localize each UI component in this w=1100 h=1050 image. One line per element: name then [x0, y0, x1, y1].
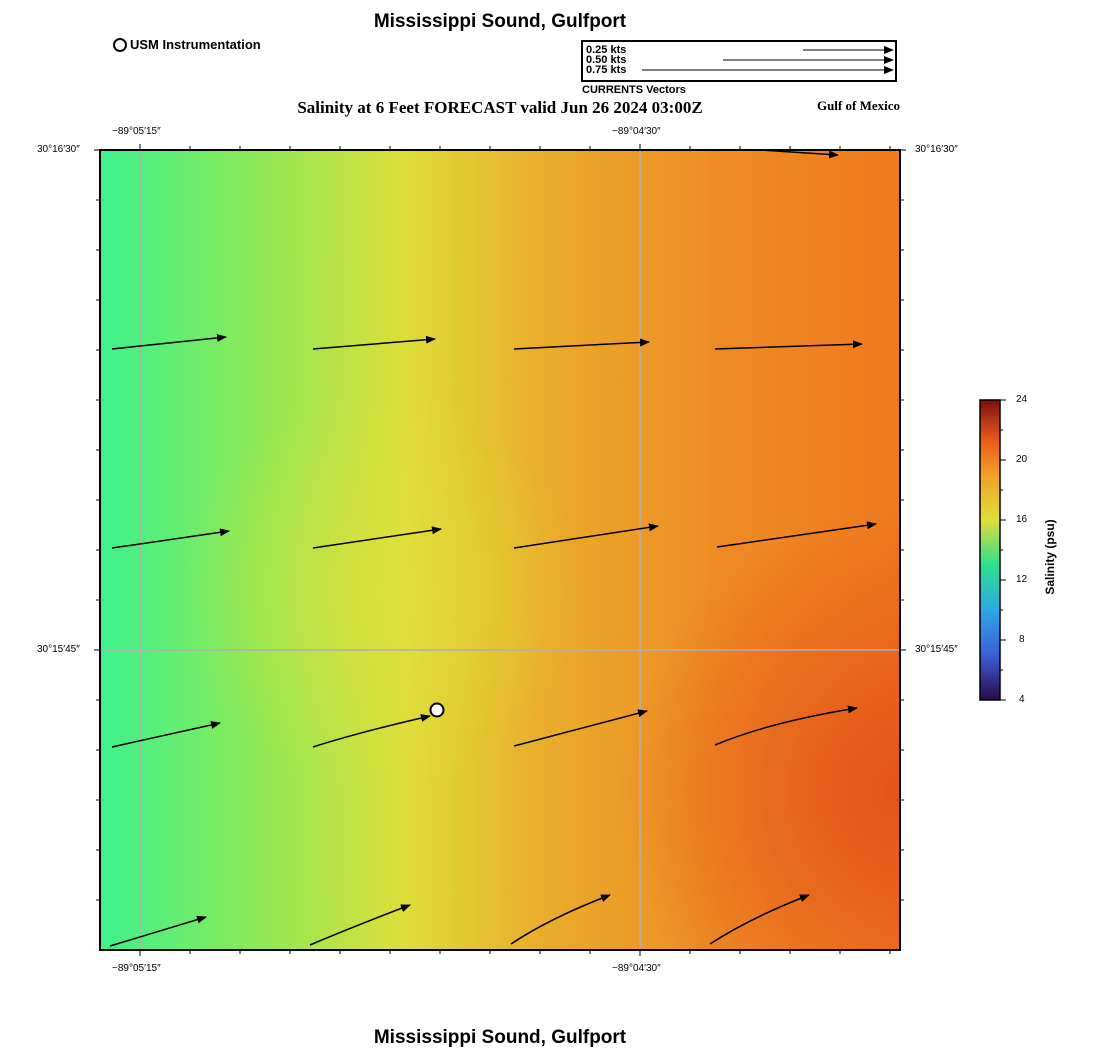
vector-legend-label-2: 0.50 kts: [586, 54, 627, 66]
colorbar-tick-16: 16: [1016, 514, 1028, 525]
bottom-lon-label-2: −89°04′30″: [612, 963, 661, 974]
region-label: Gulf of Mexico: [816, 98, 900, 113]
current-vector: [111, 721, 221, 748]
vector-legend-arrows: [642, 46, 894, 74]
station-legend-marker-icon: [113, 38, 127, 52]
bottom-lon-label-1: −89°05′15″: [112, 963, 161, 974]
map-subtitle: Salinity at 6 Feet FORECAST valid Jun 26…: [297, 98, 703, 117]
current-vector: [709, 894, 810, 945]
colorbar-tick-20: 20: [1016, 454, 1028, 465]
current-vector: [109, 915, 207, 947]
current-vector: [513, 709, 648, 747]
colorbar-tick-4: 4: [1019, 694, 1025, 705]
bottom-title: Mississippi Sound, Gulfport: [373, 1027, 627, 1048]
frame-ticks: [94, 144, 906, 956]
station-marker-icon[interactable]: [429, 702, 445, 718]
left-lat-label-1: 30°16′30″: [37, 144, 80, 155]
top-lon-label-1: −89°05′15″: [112, 126, 161, 137]
current-vector: [312, 526, 442, 549]
left-lat-label-2: 30°15′45″: [37, 644, 80, 655]
current-vector: [714, 705, 858, 746]
colorbar-tick-8: 8: [1019, 634, 1025, 645]
current-vector: [716, 521, 877, 548]
colorbar-tick-12: 12: [1016, 574, 1028, 585]
current-vector: [111, 528, 230, 549]
vector-legend-box: [581, 40, 897, 82]
vector-legend-label-3: 0.75 kts: [586, 64, 627, 76]
top-lon-label-2: −89°04′30″: [612, 126, 661, 137]
current-vector: [714, 340, 863, 350]
current-vector: [513, 523, 659, 549]
right-lat-label-1: 30°16′30″: [915, 144, 958, 155]
current-vector: [111, 333, 227, 350]
graticule: [100, 150, 900, 950]
colorbar: [979, 399, 1006, 701]
right-lat-label-2: 30°15′45″: [915, 644, 958, 655]
current-vector: [513, 338, 650, 350]
station-legend-label: USM Instrumentation: [130, 37, 261, 52]
current-vector: [312, 714, 431, 748]
colorbar-tick-24: 24: [1016, 394, 1028, 405]
current-vector: [309, 904, 411, 946]
vector-legend-label-1: 0.25 kts: [586, 44, 627, 56]
current-vector: [510, 894, 611, 945]
current-vector: [759, 149, 839, 159]
current-vector: [312, 335, 436, 350]
current-vectors: [109, 149, 877, 947]
map-title: Mississippi Sound, Gulfport: [373, 11, 627, 32]
vector-legend-title: CURRENTS Vectors: [582, 84, 686, 96]
salinity-field: [100, 150, 900, 950]
colorbar-title: Salinity (psu): [1043, 519, 1057, 595]
